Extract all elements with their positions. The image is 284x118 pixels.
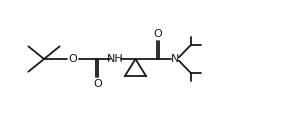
Text: N: N: [171, 54, 179, 64]
Text: O: O: [153, 29, 162, 39]
Text: O: O: [69, 54, 77, 64]
Text: NH: NH: [107, 54, 124, 64]
Text: O: O: [93, 79, 102, 89]
